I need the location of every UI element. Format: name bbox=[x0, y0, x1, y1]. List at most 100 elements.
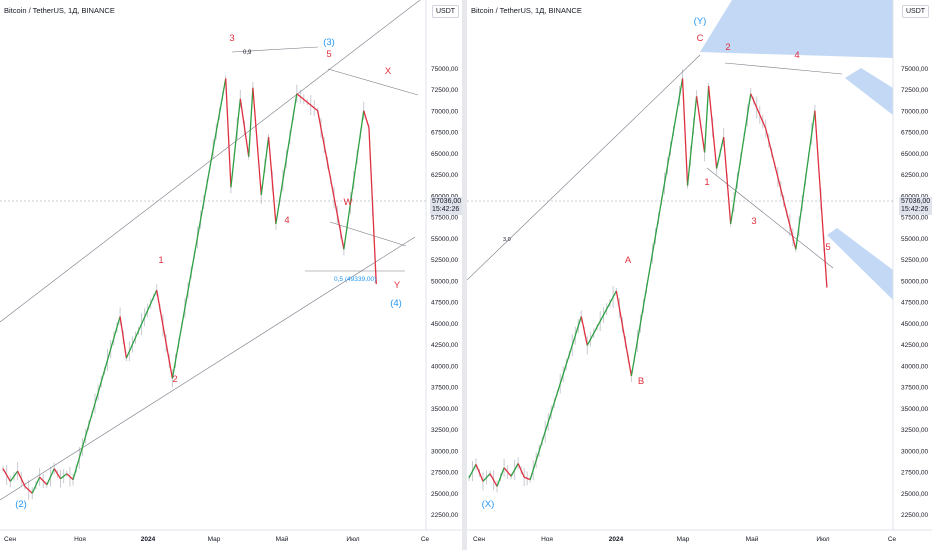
panel-divider[interactable] bbox=[462, 0, 467, 550]
trendline bbox=[231, 46, 319, 53]
currency-button[interactable]: USDT bbox=[902, 5, 930, 18]
price-tick-label: 40000,00 bbox=[431, 363, 458, 370]
wave-segment-down bbox=[24, 485, 33, 494]
price-tick-label: 22500,00 bbox=[431, 512, 458, 519]
price-tick-label: 60000,00 bbox=[431, 193, 458, 200]
time-tick-label: Май bbox=[276, 535, 289, 543]
wave-segment-down bbox=[363, 110, 370, 128]
left-chart-panel[interactable]: 75000,00 72500,00 70000,00 67500,00 65000,00… bbox=[0, 0, 462, 550]
plot-background bbox=[0, 0, 462, 550]
wave-label: 2 bbox=[172, 374, 177, 385]
price-tick-label: 45000,00 bbox=[431, 321, 458, 328]
wave-label: 5 bbox=[825, 242, 830, 253]
wave-segment-down bbox=[296, 93, 319, 112]
wave-label: Y bbox=[394, 280, 401, 291]
right-chart-svg[interactable]: 75000,00 72500,00 70000,00 67500,00 65000,00… bbox=[467, 0, 932, 550]
wave-label: B bbox=[638, 376, 644, 387]
currency-button[interactable]: USDT bbox=[432, 5, 460, 18]
time-tick-label: Се bbox=[421, 536, 430, 543]
wave-segment-down bbox=[489, 473, 498, 487]
trendline bbox=[467, 54, 701, 281]
price-tick-label: 67500,00 bbox=[901, 130, 928, 137]
plot-background bbox=[467, 0, 932, 550]
wave-segment-down bbox=[267, 137, 277, 224]
left-chart-svg[interactable]: 75000,00 72500,00 70000,00 67500,00 65000,00… bbox=[0, 0, 462, 550]
price-tick-label: 65000,00 bbox=[431, 151, 458, 158]
trendline bbox=[329, 221, 407, 247]
wave-segment-down bbox=[681, 78, 689, 186]
price-tick-label: 40000,00 bbox=[901, 363, 928, 370]
time-tick-label: Мар bbox=[208, 536, 221, 543]
trendline bbox=[724, 62, 843, 75]
price-tick-label: 55000,00 bbox=[431, 236, 458, 243]
wave-label: A bbox=[625, 255, 632, 266]
wave-label: 2 bbox=[725, 42, 730, 53]
wave-label: 1 bbox=[704, 177, 709, 188]
last-price-value: 57036,00 bbox=[901, 198, 931, 205]
price-tick-label: 57500,00 bbox=[901, 215, 928, 222]
price-tick-label: 35000,00 bbox=[431, 406, 458, 413]
wave-segment-down bbox=[156, 289, 174, 379]
wave-segment-up bbox=[60, 473, 68, 480]
price-tick-label: 25000,00 bbox=[431, 491, 458, 498]
right-chart-panel[interactable]: 75000,00 72500,00 70000,00 67500,00 65000,00… bbox=[467, 0, 932, 550]
price-tick-label: 37500,00 bbox=[901, 385, 928, 392]
trendline bbox=[327, 68, 419, 96]
last-price-value: 57036,00 bbox=[432, 198, 462, 205]
wave-segment-up bbox=[171, 78, 227, 379]
wave-segment-down bbox=[239, 98, 250, 157]
price-tick-label: 27500,00 bbox=[901, 470, 928, 477]
price-tick-label: 37500,00 bbox=[431, 385, 458, 392]
wave-label: 4 bbox=[794, 50, 799, 61]
wave-segment-up bbox=[630, 78, 684, 377]
wave-segment-up bbox=[586, 290, 617, 346]
wave-segment-down bbox=[722, 137, 732, 224]
wave-segment-down bbox=[615, 290, 633, 377]
price-tick-label: 50000,00 bbox=[901, 278, 928, 285]
wave-segment-down bbox=[317, 110, 345, 250]
trendline bbox=[0, 236, 416, 501]
price-tick-label: 72500,00 bbox=[431, 87, 458, 94]
price-tick-label: 42500,00 bbox=[901, 342, 928, 349]
price-tick-label: 62500,00 bbox=[431, 172, 458, 179]
price-tick-label: 52500,00 bbox=[901, 257, 928, 264]
chart-annotation: 0,5 (49339,00) bbox=[334, 276, 376, 283]
wave-segment-up bbox=[795, 110, 816, 250]
price-tick-label: 55000,00 bbox=[901, 236, 928, 243]
wave-segment-down bbox=[66, 473, 74, 481]
time-tick-label: Июл bbox=[816, 536, 829, 543]
wave-segment-up bbox=[275, 93, 298, 224]
wave-segment-up bbox=[510, 463, 519, 477]
wave-segment-down bbox=[814, 110, 828, 288]
wave-label: C bbox=[697, 33, 704, 44]
price-tick-label: 30000,00 bbox=[431, 448, 458, 455]
wave-segment-up bbox=[125, 289, 158, 359]
wave-segment-up bbox=[72, 316, 121, 480]
price-tick-label: 60000,00 bbox=[901, 193, 928, 200]
wave-segment-up bbox=[46, 468, 55, 486]
wave-segment-up bbox=[715, 136, 725, 169]
wave-segment-up bbox=[343, 110, 365, 250]
wave-segment-up bbox=[686, 96, 698, 186]
price-tick-label: 35000,00 bbox=[901, 406, 928, 413]
wave-segment-down bbox=[2, 468, 11, 482]
wave-segment-up bbox=[260, 137, 270, 195]
price-tick-label: 75000,00 bbox=[431, 66, 458, 73]
time-tick-label: Сен bbox=[4, 536, 16, 543]
price-tick-label: 57500,00 bbox=[431, 215, 458, 222]
price-tick-label: 62500,00 bbox=[901, 172, 928, 179]
time-tick-label: Май bbox=[746, 535, 759, 543]
wave-segment-down bbox=[707, 86, 718, 169]
wave-segment-up bbox=[529, 316, 582, 480]
wave-segment-up bbox=[9, 470, 19, 482]
wave-segment-up bbox=[230, 98, 241, 188]
time-tick-label: Июл bbox=[346, 536, 359, 543]
wave-segment-down bbox=[119, 316, 128, 359]
wave-label: (3) bbox=[323, 37, 335, 48]
time-tick-label: 2024 bbox=[141, 536, 156, 543]
wave-segment-down bbox=[17, 470, 26, 487]
wave-segment-down bbox=[53, 468, 62, 480]
price-tick-label: 70000,00 bbox=[431, 108, 458, 115]
price-tick-label: 70000,00 bbox=[901, 108, 928, 115]
time-tick-label: Сен bbox=[473, 536, 485, 543]
